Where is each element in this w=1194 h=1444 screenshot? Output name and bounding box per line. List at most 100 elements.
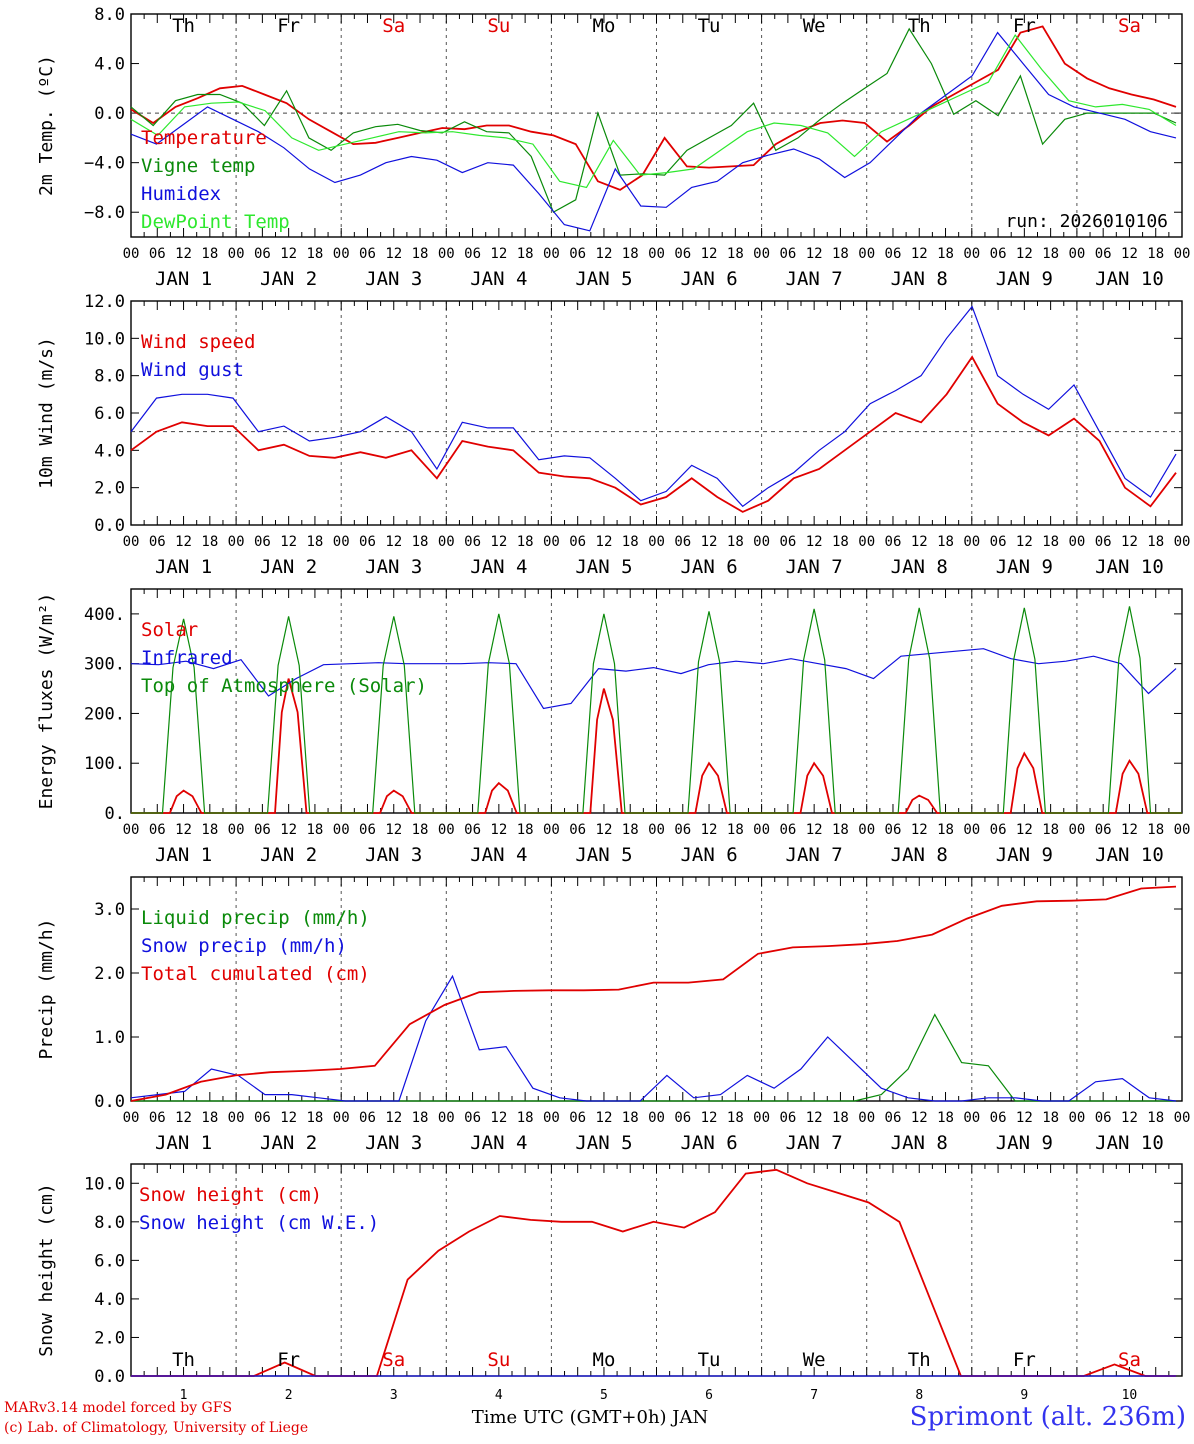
- x-hour-label: 18: [832, 534, 849, 550]
- x-hour-label: 12: [175, 534, 192, 550]
- x-hour-label: 00: [1174, 822, 1191, 838]
- x-hour-label: 00: [438, 822, 455, 838]
- x-hour-label: 00: [543, 1110, 560, 1126]
- x-hour-label: 12: [806, 246, 823, 262]
- legend-entry: Liquid precip (mm/h): [141, 907, 370, 929]
- x-hour-label: 00: [1174, 1110, 1191, 1126]
- x-hour-label: 00: [963, 822, 980, 838]
- x-date-label: JAN 1: [155, 268, 212, 290]
- x-hour-label: 18: [832, 246, 849, 262]
- y-tick-label: 6.0: [94, 1251, 125, 1271]
- day-name: Sa: [382, 15, 405, 37]
- x-hour-label: 06: [885, 822, 902, 838]
- day-name: Th: [908, 15, 931, 37]
- x-hour-label: 18: [622, 1110, 639, 1126]
- x-hour-label: 18: [412, 1110, 429, 1126]
- x-hour-label: 06: [1095, 1110, 1112, 1126]
- x-date-label: JAN 4: [470, 844, 527, 866]
- day-name: Fr: [277, 1349, 300, 1371]
- x-hour-label: 06: [885, 534, 902, 550]
- x-hour-label: 00: [543, 534, 560, 550]
- x-hour-label: 06: [254, 534, 271, 550]
- x-hour-label: 12: [280, 246, 297, 262]
- day-name: Tu: [698, 1349, 721, 1371]
- x-hour-label: 12: [490, 1110, 507, 1126]
- x-hour-label: 06: [569, 1110, 586, 1126]
- legend-entry: Wind gust: [141, 359, 244, 381]
- x-date-label: JAN 7: [786, 268, 843, 290]
- x-hour-label: 00: [648, 246, 665, 262]
- x-date-label: JAN 3: [365, 556, 422, 578]
- x-hour-label: 12: [1016, 822, 1033, 838]
- x-hour-label: 06: [569, 534, 586, 550]
- x-hour-label: 18: [306, 534, 323, 550]
- x-date-label: JAN 6: [680, 556, 737, 578]
- legend-entry: Snow height (cm): [139, 1184, 322, 1206]
- series-line-temperature: [130, 25, 1177, 191]
- x-date-label: JAN 5: [575, 556, 632, 578]
- x-hour-label: 00: [123, 1110, 140, 1126]
- x-hour-label: 12: [385, 534, 402, 550]
- x-hour-label: 12: [1016, 534, 1033, 550]
- x-hour-label: 06: [990, 822, 1007, 838]
- x-hour-label: 18: [412, 822, 429, 838]
- y-tick-label: 10.0: [84, 1174, 125, 1194]
- x-hour-label: 00: [648, 1110, 665, 1126]
- legend-entry: Wind speed: [141, 331, 255, 353]
- x-hour-label: 00: [333, 246, 350, 262]
- x-date-label: JAN 3: [365, 1132, 422, 1154]
- series-line-liquid-precip-mm-h-: [131, 1013, 1176, 1102]
- x-hour-label: 00: [753, 1110, 770, 1126]
- day-number-label: 3: [390, 1388, 398, 1403]
- series-line-top-of-atmosphere-solar-: [131, 606, 1182, 814]
- x-hour-label: 06: [464, 246, 481, 262]
- x-hour-label: 18: [622, 534, 639, 550]
- x-hour-label: 18: [937, 822, 954, 838]
- y-tick-label: 0.0: [94, 1092, 125, 1112]
- y-tick-label: −4.0: [84, 154, 125, 174]
- x-hour-label: 06: [885, 246, 902, 262]
- x-hour-label: 06: [569, 246, 586, 262]
- x-date-label: JAN 2: [260, 268, 317, 290]
- x-hour-label: 12: [385, 1110, 402, 1126]
- legend-entry: Humidex: [141, 183, 221, 205]
- site-label: Sprimont (alt. 236m): [909, 1402, 1186, 1432]
- day-name: Tu: [698, 15, 721, 37]
- x-hour-label: 00: [123, 822, 140, 838]
- x-date-label: JAN 1: [155, 556, 212, 578]
- legend-entry: Infrared: [141, 647, 233, 669]
- x-hour-label: 12: [1121, 822, 1138, 838]
- day-number-label: 4: [495, 1388, 503, 1403]
- legend-entry: Vigne temp: [141, 155, 255, 177]
- y-tick-label: 200.: [84, 704, 125, 724]
- x-hour-label: 06: [1095, 822, 1112, 838]
- run-annotation: run: 2026010106: [1005, 211, 1168, 232]
- day-number-label: 5: [600, 1388, 608, 1403]
- x-date-label: JAN 2: [260, 1132, 317, 1154]
- day-number-label: 7: [810, 1388, 818, 1403]
- x-hour-label: 00: [858, 534, 875, 550]
- x-hour-label: 12: [1016, 1110, 1033, 1126]
- y-tick-label: 12.0: [84, 292, 125, 312]
- x-date-label: JAN 8: [891, 556, 948, 578]
- x-hour-label: 18: [1147, 1110, 1164, 1126]
- x-date-label: JAN 10: [1095, 1132, 1164, 1154]
- x-hour-label: 18: [201, 246, 218, 262]
- day-number-label: 8: [915, 1388, 923, 1403]
- y-tick-label: 400.: [84, 605, 125, 625]
- x-hour-label: 12: [911, 246, 928, 262]
- day-name: Th: [172, 15, 195, 37]
- x-hour-label: 12: [596, 822, 613, 838]
- y-axis-label: Precip (mm/h): [36, 919, 57, 1060]
- x-hour-label: 06: [569, 822, 586, 838]
- x-hour-label: 12: [490, 534, 507, 550]
- x-date-label: JAN 6: [680, 1132, 737, 1154]
- x-hour-label: 06: [674, 1110, 691, 1126]
- x-hour-label: 06: [779, 534, 796, 550]
- x-date-label: JAN 4: [470, 556, 527, 578]
- x-hour-label: 00: [648, 822, 665, 838]
- x-hour-label: 18: [832, 822, 849, 838]
- x-hour-label: 12: [490, 822, 507, 838]
- x-hour-label: 06: [359, 534, 376, 550]
